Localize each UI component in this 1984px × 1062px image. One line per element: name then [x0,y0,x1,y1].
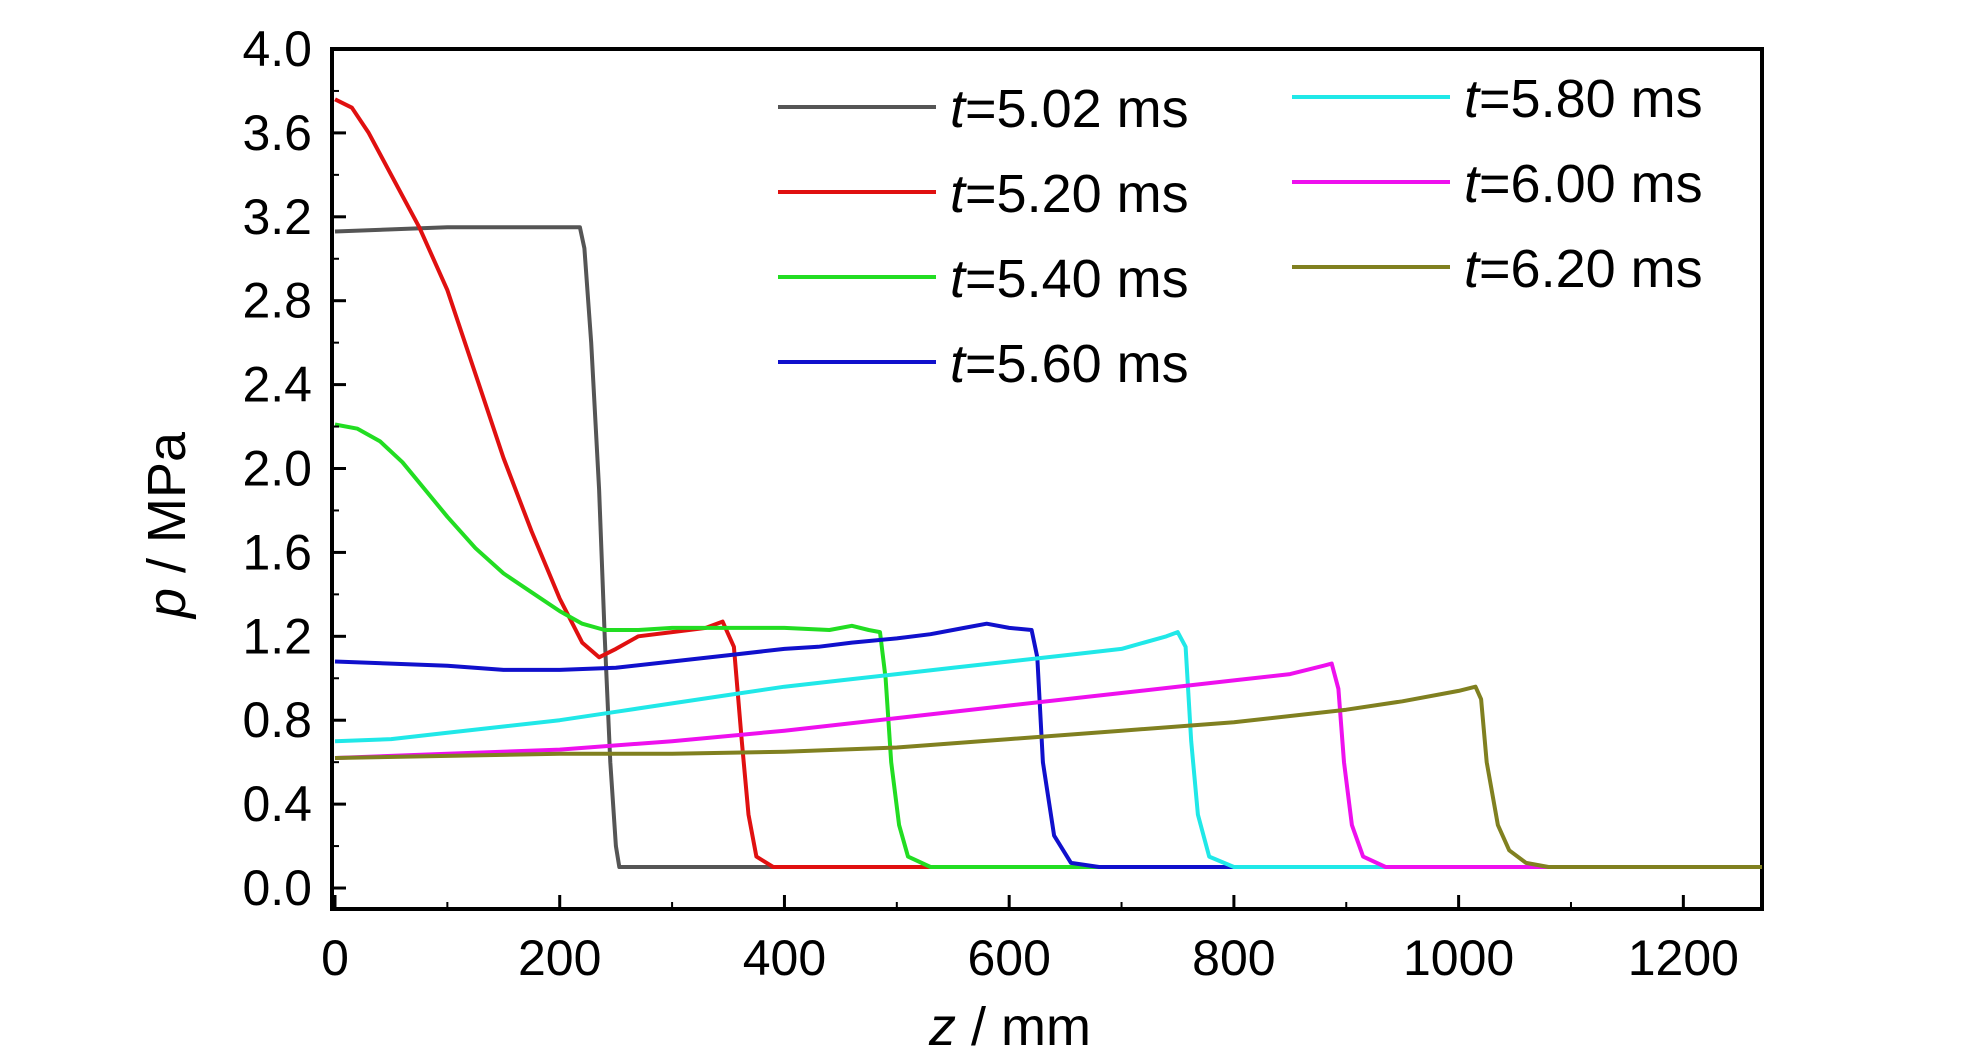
y-tick-label: 4.0 [242,21,312,77]
series-line-5 [334,661,1762,869]
y-tick-label: 3.2 [242,189,312,245]
x-axis-title: z / mm [928,997,1091,1057]
x-axis-title-unit: / mm [956,997,1091,1057]
x-tick-label: 400 [743,930,826,986]
legend-entry-2: t=5.40 ms [778,249,1189,309]
y-axis-title-unit: / MPa [137,431,197,588]
y-tick-label: 0.8 [242,692,312,748]
x-tick-label: 800 [1192,930,1275,986]
y-tick-label: 2.0 [242,441,312,497]
x-axis-ticks: 0 200 400 600 800 1000 1200 [321,895,1739,986]
y-tick-label: 2.4 [242,357,312,413]
legend-label-rest: =5.20 ms [965,164,1189,224]
legend-label-rest: =5.40 ms [965,249,1189,309]
x-tick-label: 200 [518,930,601,986]
legend-label-rest: =6.00 ms [1479,154,1703,214]
legend-label-var: t [950,249,967,309]
legend-label-var: t [950,164,967,224]
x-tick-label: 1200 [1628,930,1739,986]
legend-label: t=5.60 ms [950,334,1189,394]
series-line-1 [334,97,1762,869]
plot-frame [330,47,1764,911]
x-tick-label: 0 [321,930,349,986]
series-line-0 [334,225,1762,869]
y-axis-ticks: 0.0 0.4 0.8 1.2 1.6 2.0 2.4 2.8 3.2 3.6 4.0 [242,21,346,916]
y-tick-label: 0.0 [242,860,312,916]
y-tick-label: 1.2 [242,608,312,664]
y-tick-label: 0.4 [242,776,312,832]
series-layer [334,97,1762,869]
legend-label: t=5.80 ms [1464,69,1703,129]
legend-label-var: t [950,79,967,139]
legend-entry-1: t=5.20 ms [778,164,1189,224]
legend-label: t=6.20 ms [1464,239,1703,299]
legend-entry-3: t=5.60 ms [778,334,1189,394]
legend: t=5.02 mst=5.20 mst=5.40 mst=5.60 mst=5.… [778,69,1703,394]
legend-label-rest: =5.60 ms [965,334,1189,394]
legend-label-rest: =5.80 ms [1479,69,1703,129]
legend-label: t=6.00 ms [1464,154,1703,214]
x-tick-label: 1000 [1403,930,1514,986]
y-tick-label: 2.8 [242,273,312,329]
legend-label-var: t [1464,239,1481,299]
legend-entry-4: t=5.80 ms [1292,69,1703,129]
legend-label-var: t [1464,69,1481,129]
legend-entry-6: t=6.20 ms [1292,239,1703,299]
x-axis-title-var: z [928,997,956,1057]
x-tick-label: 600 [967,930,1050,986]
series-line-4 [334,630,1762,869]
series-line-3 [334,621,1762,869]
series-line-6 [334,684,1762,869]
legend-entry-0: t=5.02 ms [778,79,1189,139]
y-axis-title: p / MPa [137,431,197,620]
legend-label: t=5.20 ms [950,164,1189,224]
y-tick-label: 3.6 [242,105,312,161]
legend-label-var: t [1464,154,1481,214]
legend-label: t=5.02 ms [950,79,1189,139]
legend-label-rest: =6.20 ms [1479,239,1703,299]
legend-label-rest: =5.02 ms [965,79,1189,139]
series-line-2 [334,422,1762,869]
y-axis-title-var: p [137,588,197,620]
legend-label: t=5.40 ms [950,249,1189,309]
y-tick-label: 1.6 [242,524,312,580]
legend-label-var: t [950,334,967,394]
legend-entry-5: t=6.00 ms [1292,154,1703,214]
